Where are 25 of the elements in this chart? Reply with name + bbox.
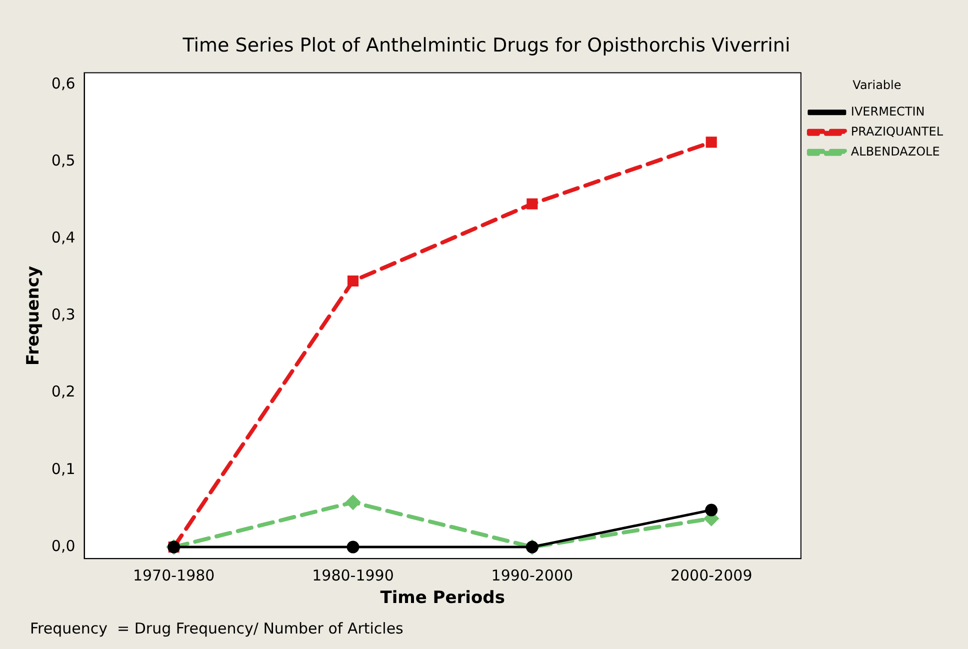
y-tick-label: 0,1 [51,460,76,478]
x-tick-label: 1970-1980 [132,566,215,584]
y-tick-label: 0,4 [51,228,76,246]
legend-label: PRAZIQUANTEL [850,124,944,139]
y-tick-label: 0,3 [51,306,76,324]
x-tick-label: 1990-2000 [491,566,574,584]
point [346,540,360,554]
chart-title: Time Series Plot of Anthelmintic Drugs for Opisthorchis Viverrini [182,34,790,56]
y-tick-label: 0,0 [51,536,76,555]
y-tick-label: 0,5 [51,151,76,170]
legend-title: Variable [852,78,902,92]
point [526,198,538,210]
text: Frequency = Drug Frequency/ Number of Articles [30,619,404,638]
point [706,136,717,148]
y-axis-title: Frequency [24,266,44,366]
point [347,275,359,287]
legend-label: ALBENDAZOLE [850,144,940,159]
x-tick-label: 2000-2009 [670,566,752,584]
point [705,504,718,516]
y-tick-label: 0,6 [51,74,76,92]
point [346,495,360,510]
x-axis-title: Time Periods [380,588,505,608]
x-tick-label: 1980-1990 [312,566,394,584]
y-tick-label: 0,2 [51,382,76,401]
legend-label: IVERMECTIN [850,104,925,119]
